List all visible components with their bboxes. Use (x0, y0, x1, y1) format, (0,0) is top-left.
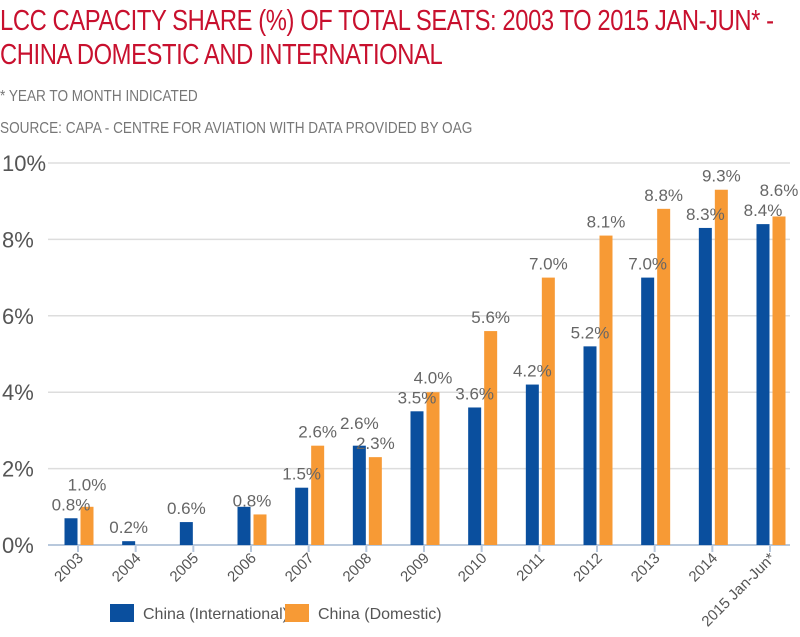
x-tick-label: 2012 (570, 550, 606, 586)
data-label: 4.2% (513, 362, 552, 381)
y-tick-label: 0% (2, 533, 34, 558)
x-tick-label: 2005 (167, 550, 203, 586)
data-label: 8.4% (744, 201, 783, 220)
data-label: 5.2% (571, 323, 610, 342)
footnote: * YEAR TO MONTH INDICATED (0, 88, 198, 105)
bar-domestic (253, 514, 267, 545)
bar-domestic (311, 445, 325, 545)
data-label: 2.3% (356, 434, 395, 453)
data-label: 0.8% (233, 491, 272, 510)
data-label: 8.6% (760, 181, 799, 200)
bar-domestic (426, 392, 440, 545)
data-label: 8.8% (644, 186, 683, 205)
bar-international (352, 445, 366, 545)
x-tick-label: 2010 (455, 550, 491, 586)
x-tick-label: 2007 (282, 550, 318, 586)
data-label: 9.3% (702, 167, 741, 186)
x-tick-label: 2013 (628, 550, 664, 586)
data-label: 4.0% (414, 368, 453, 387)
data-label: 0.8% (52, 495, 91, 514)
bar-domestic (714, 189, 728, 546)
bar-international (583, 346, 597, 545)
data-label: 7.0% (529, 255, 568, 274)
x-tick-label: 2008 (340, 550, 376, 586)
chart-title: LCC CAPACITY SHARE (%) OF TOTAL SEATS: 2… (0, 5, 774, 71)
y-tick-label: 4% (2, 380, 34, 405)
data-label: 3.5% (398, 388, 437, 407)
y-tick-label: 6% (2, 304, 34, 329)
bar-domestic (368, 457, 382, 545)
bar-domestic (80, 506, 94, 545)
bar-domestic (484, 331, 498, 545)
legend-swatch (110, 604, 134, 622)
bar-international (122, 541, 136, 545)
x-tick-label: 2004 (109, 550, 145, 586)
legend-label: China (Domestic) (318, 606, 442, 623)
data-label: 8.3% (686, 205, 725, 224)
bar-international (756, 224, 770, 545)
data-label: 8.1% (587, 213, 626, 232)
bar-domestic (772, 216, 786, 546)
data-label: 2.6% (340, 414, 379, 433)
y-tick-label: 10% (2, 151, 46, 176)
bar-international (64, 518, 78, 545)
legend-label: China (International) (143, 606, 288, 623)
bar-international (410, 411, 424, 545)
data-label: 3.6% (455, 384, 494, 403)
bar-international (468, 407, 482, 545)
x-tick-label: 2009 (397, 550, 433, 586)
bar-international (237, 506, 251, 545)
data-label: 1.0% (68, 475, 107, 494)
bar-international (295, 487, 309, 545)
bar-international (641, 277, 655, 545)
y-tick-label: 8% (2, 227, 34, 252)
data-label: 5.6% (471, 308, 510, 327)
data-label: 1.5% (282, 465, 321, 484)
y-tick-label: 2% (2, 457, 34, 482)
data-label: 0.2% (109, 518, 148, 537)
bar-domestic (541, 277, 555, 545)
x-tick-label: 2014 (686, 550, 722, 586)
x-tick-label: 2003 (51, 550, 87, 586)
bar-domestic (657, 208, 671, 545)
data-label: 2.6% (298, 423, 337, 442)
x-tick-label: 2011 (513, 550, 548, 585)
x-tick-label: 2006 (224, 550, 260, 586)
bar-international (525, 384, 539, 545)
data-label: 0.6% (167, 499, 206, 518)
bar-international (698, 227, 712, 545)
bar-international (179, 522, 193, 545)
data-label: 7.0% (628, 255, 667, 274)
bar-domestic (599, 235, 613, 545)
legend-swatch (285, 604, 309, 622)
source-note: SOURCE: CAPA - CENTRE FOR AVIATION WITH … (0, 120, 473, 137)
